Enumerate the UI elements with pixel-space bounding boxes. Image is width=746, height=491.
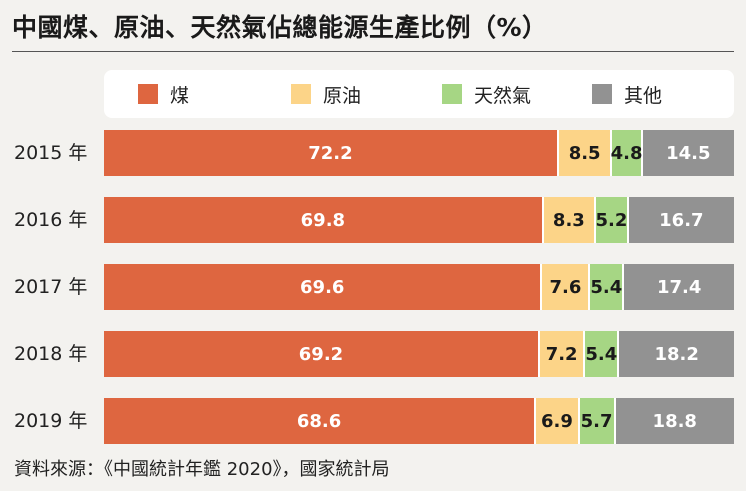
data-label-other: 14.5 [666,142,711,164]
bar-segment-coal: 72.2 [104,130,559,176]
data-label-coal: 72.2 [308,142,353,164]
data-label-coal: 68.6 [296,410,342,432]
bar-segment-gas: 5.4 [590,264,625,310]
data-label-other: 16.7 [659,209,704,231]
data-label-coal: 69.2 [298,343,344,365]
bar-segment-other: 17.4 [624,264,734,310]
year-label: 2019 年 [14,410,88,432]
data-label-oil: 8.3 [552,209,585,231]
legend-item-other: 其他 [592,70,662,118]
bar-row: 69.8 8.3 5.2 16.7 [104,197,734,243]
legend-swatch-other [592,84,612,104]
legend-item-oil: 原油 [291,70,361,118]
year-label: 2016 年 [14,209,88,231]
legend-item-coal: 煤 [138,70,189,118]
legend-label-coal: 煤 [170,84,190,107]
bar-segment-gas: 4.8 [610,130,643,176]
data-label-oil: 6.9 [540,410,573,432]
bar-segment-gas: 5.2 [595,197,629,243]
year-label: 2017 年 [14,276,88,298]
data-label-gas: 5.4 [590,276,623,298]
title-divider [12,51,734,52]
data-label-oil: 7.2 [545,343,578,365]
data-label-coal: 69.6 [300,276,345,298]
data-label-oil: 8.5 [568,142,601,164]
bar-segment-coal: 69.6 [104,264,543,310]
source-note: 資料來源：《中國統計年鑑 2020》，國家統計局 [14,459,390,480]
bar-segment-other: 18.8 [615,398,734,444]
legend-label-gas: 天然氣 [474,84,532,107]
bar-segment-coal: 68.6 [104,398,537,444]
data-label-other: 18.2 [654,343,699,365]
data-label-oil: 7.6 [549,276,582,298]
year-label: 2018 年 [14,343,88,365]
data-label-gas: 5.2 [595,209,628,231]
legend-swatch-gas [442,84,462,104]
legend-swatch-coal [138,84,158,104]
bar-segment-gas: 5.4 [585,331,620,377]
data-label-gas: 5.7 [580,410,613,432]
bar-segment-other: 16.7 [628,197,734,243]
legend-swatch-oil [291,84,311,104]
year-label: 2015 年 [14,142,88,164]
data-label-other: 17.4 [656,276,702,298]
bar-segment-oil: 8.3 [543,197,597,243]
bar-segment-oil: 7.2 [539,331,586,377]
bar-row: 69.6 7.6 5.4 17.4 [104,264,734,310]
bar-segment-oil: 7.6 [542,264,591,310]
data-label-coal: 69.8 [300,209,346,231]
bar-segment-coal: 69.2 [104,331,540,377]
bar-segment-other: 14.5 [642,130,734,176]
bar-row: 68.6 6.9 5.7 18.8 [104,398,734,444]
legend-label-other: 其他 [624,84,663,107]
data-label-other: 18.8 [652,410,697,432]
bar-row: 72.2 8.5 4.8 14.5 [104,130,734,176]
chart-title: 中國煤、原油、天然氣佔總能源生產比例（%） [12,13,548,42]
bar-segment-gas: 5.7 [579,398,616,444]
bar-segment-coal: 69.8 [104,197,544,243]
legend-item-gas: 天然氣 [442,70,531,118]
data-label-gas: 5.4 [585,343,618,365]
bar-segment-oil: 8.5 [558,130,613,176]
bar-row: 69.2 7.2 5.4 18.2 [104,331,734,377]
chart-legend: 煤 原油 天然氣 其他 [104,70,734,118]
bar-segment-other: 18.2 [619,331,734,377]
legend-label-oil: 原油 [323,84,362,107]
data-label-gas: 4.8 [610,142,643,164]
bar-segment-oil: 6.9 [536,398,580,444]
